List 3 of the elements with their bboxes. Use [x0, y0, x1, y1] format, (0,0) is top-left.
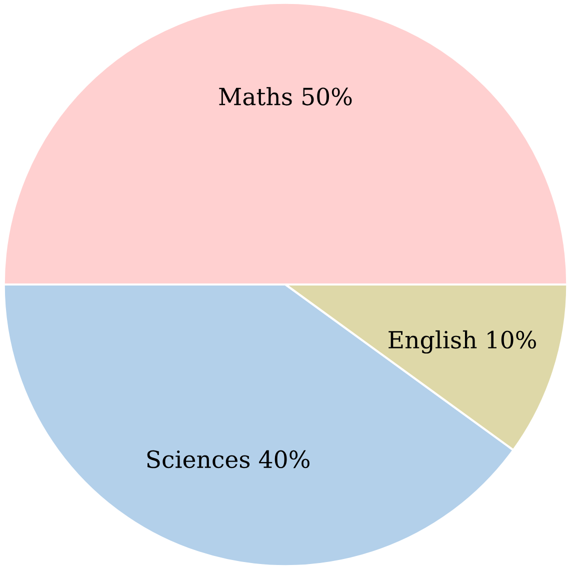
slice-label: Maths 50% [219, 87, 352, 106]
slice-label: English 10% [388, 330, 536, 354]
slice-label: Sciences 40% [147, 450, 310, 468]
